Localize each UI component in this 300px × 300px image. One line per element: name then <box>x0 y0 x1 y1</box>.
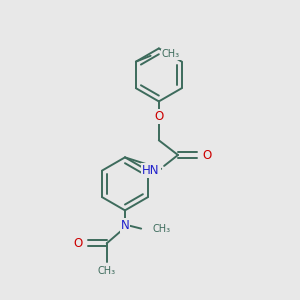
Text: O: O <box>202 148 211 161</box>
Text: N: N <box>121 219 129 232</box>
Text: CH₃: CH₃ <box>153 224 171 234</box>
Text: HN: HN <box>142 164 160 177</box>
Text: CH₃: CH₃ <box>98 266 116 276</box>
Text: CH₃: CH₃ <box>162 49 180 59</box>
Text: O: O <box>74 237 83 250</box>
Text: O: O <box>154 110 164 123</box>
